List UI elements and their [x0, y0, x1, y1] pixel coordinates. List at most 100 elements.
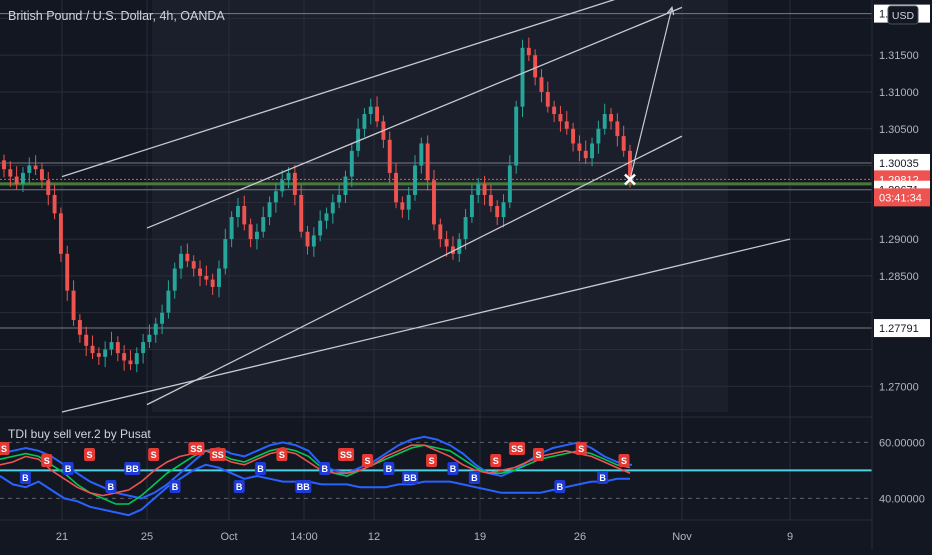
- candle-body: [103, 349, 108, 357]
- signal-label-bg: [597, 471, 609, 484]
- time-tick-label: 25: [141, 531, 153, 543]
- currency-button-label[interactable]: USD: [892, 10, 915, 22]
- time-tick-label: 12: [368, 531, 380, 543]
- buy-signal-label: B: [19, 471, 31, 484]
- candle-body: [590, 143, 595, 159]
- candle-body: [413, 165, 417, 195]
- candle-body: [90, 345, 95, 354]
- candle-body: [419, 143, 424, 166]
- candle-body: [432, 180, 436, 225]
- candle-body: [482, 183, 487, 195]
- buy-signal-label: B: [62, 462, 74, 475]
- sell-signal-label: SS: [509, 442, 526, 455]
- signal-label-text: B: [599, 473, 606, 483]
- candle-body: [583, 150, 588, 159]
- signal-label-text: S: [151, 450, 157, 460]
- signal-label-text: B: [22, 473, 29, 483]
- signal-label-text: S: [429, 456, 435, 466]
- candle-body: [558, 114, 563, 122]
- tdi-series-line: [0, 444, 631, 505]
- signal-label-bg: [209, 448, 226, 461]
- currency-button[interactable]: USD: [887, 5, 919, 25]
- price-tick-label: 1.31500: [879, 50, 919, 62]
- sell-signal-label: S: [0, 442, 10, 455]
- signal-label-bg: [41, 454, 53, 467]
- signal-label-text: B: [557, 482, 564, 492]
- candle-body: [564, 121, 569, 129]
- channel-trendline[interactable]: [146, 135, 683, 406]
- candle-body: [495, 206, 500, 218]
- candle-body: [115, 342, 120, 354]
- indicator-axis[interactable]: 60.00000 40.00000: [879, 437, 925, 505]
- signal-label-text: SS: [340, 450, 352, 460]
- currency-button-frame[interactable]: [887, 5, 919, 25]
- sell-signal-label: SS: [188, 442, 205, 455]
- candle-body: [533, 55, 538, 78]
- candle-body: [84, 334, 89, 346]
- candle-body: [198, 268, 202, 276]
- candle-body: [134, 353, 139, 365]
- candle-body: [286, 172, 291, 181]
- cross-marker-icon[interactable]: [624, 173, 636, 186]
- signal-label-text: B: [450, 464, 457, 474]
- signal-label-bg: [509, 442, 526, 455]
- signal-label-text: BB: [126, 464, 139, 474]
- candle-body: [596, 128, 601, 144]
- time-tick-label: 14:00: [290, 531, 318, 543]
- price-tick-label: 1.31000: [879, 87, 919, 99]
- symbol-title[interactable]: British Pound / U.S. Dollar, 4h, OANDA: [8, 9, 225, 23]
- signal-label-bg: [62, 462, 74, 475]
- signal-label-text: S: [535, 450, 541, 460]
- channel-trendline[interactable]: [146, 6, 683, 229]
- candle-body: [8, 169, 13, 177]
- signal-label-text: BB: [297, 482, 310, 492]
- candle-body: [501, 202, 506, 218]
- price-tick-label: 1.27791: [879, 323, 919, 335]
- candlestick-series: [2, 37, 632, 373]
- buy-signal-label: B: [319, 462, 331, 475]
- channel-trendline[interactable]: [61, 0, 682, 178]
- bar-countdown: 03:41:34: [879, 192, 922, 204]
- candle-body: [242, 206, 247, 225]
- signal-label-text: SS: [190, 444, 202, 454]
- signal-label-bg: [468, 471, 480, 484]
- signal-label-text: S: [621, 456, 627, 466]
- candle-body: [223, 239, 228, 269]
- price-tick-label: 1.30035: [879, 158, 919, 170]
- candle-body: [444, 239, 449, 247]
- signal-label-bg: [383, 462, 395, 475]
- signal-label-bg: [295, 480, 312, 493]
- candle-body: [280, 180, 285, 192]
- buy-signal-label: BB: [402, 471, 419, 484]
- candle-body: [615, 121, 620, 137]
- candle-body: [172, 268, 177, 291]
- candle-body: [65, 253, 70, 291]
- signal-label-text: B: [236, 482, 243, 492]
- candle-body: [450, 246, 455, 254]
- sell-signal-label: S: [41, 454, 53, 467]
- signal-label-bg: [361, 454, 373, 467]
- buy-signal-label: B: [383, 462, 395, 475]
- projection-arrow[interactable]: [629, 7, 673, 180]
- candle-body: [96, 353, 101, 357]
- projection-arrow-head: [666, 6, 675, 16]
- candle-body: [21, 172, 25, 184]
- signal-label-bg: [554, 480, 566, 493]
- horizontal-levels: [0, 13, 872, 329]
- signal-label-text: S: [279, 450, 285, 460]
- candle-body: [128, 360, 133, 365]
- candle-body: [141, 342, 146, 354]
- candle-body: [602, 114, 607, 129]
- grid-lines: [0, 0, 872, 520]
- signal-label-text: SS: [212, 450, 224, 460]
- time-axis[interactable]: 21 25 Oct 14:00 12 19 26 Nov 9: [56, 531, 793, 543]
- tdi-indicator-pane: [0, 435, 872, 517]
- indicator-title[interactable]: TDI buy sell ver.2 by Pusat: [8, 427, 151, 441]
- channel-trendline[interactable]: [61, 238, 791, 413]
- pattern-highlight: [152, 0, 728, 412]
- buy-signal-label: B: [105, 480, 117, 493]
- signal-label-bg: [105, 480, 117, 493]
- signal-label-text: S: [44, 456, 50, 466]
